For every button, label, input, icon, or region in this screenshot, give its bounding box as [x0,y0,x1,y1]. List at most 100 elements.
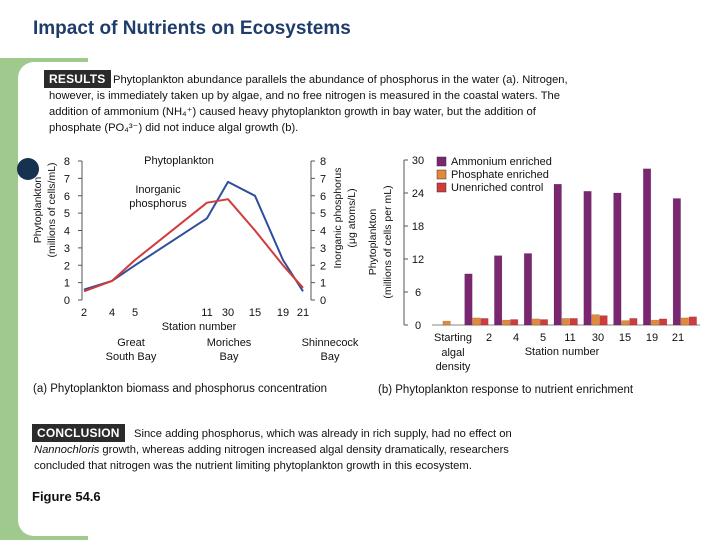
x-tick-label-line3: density [436,361,471,373]
y-tick-label: 18 [412,221,424,233]
location-label-line2: South Bay [106,351,157,363]
x-tick-label: 21 [672,332,684,344]
unenriched-bar [569,318,578,326]
location-label-line2: Bay [220,351,239,363]
right-tick-label: 4 [320,226,326,238]
ammonium-bar [523,253,532,326]
right-tick-label: 6 [320,191,326,203]
x-axis-title: Station number [525,346,600,358]
location-label-line1: Shinnecock [302,337,359,349]
x-tick-label: 15 [249,307,261,319]
page-title: Impact of Nutrients on Ecosystems [33,18,351,39]
phytoplankton-series-label: Phytoplankton [144,155,214,167]
x-tick-label: 2 [486,332,492,344]
x-tick-label: 21 [297,307,309,319]
results-line-2: however, is immediately taken up by alga… [49,90,560,102]
x-tick-label: 19 [646,332,658,344]
phytoplankton-line [83,180,304,292]
x-tick-label: 30 [592,332,604,344]
y-tick-label: 30 [412,155,424,167]
right-axis-title-line2: (μg atoms/L) [346,188,358,247]
y-tick-label: 24 [412,188,424,200]
phosphorus-line [83,198,304,293]
ammonium-bar [643,168,652,326]
phosphate-bar [651,319,660,326]
ammonium-bar [613,192,622,326]
unenriched-bar [688,316,697,326]
y-axis-title-line2: (millions of cells per mL) [382,185,394,298]
left-tick-label: 6 [64,191,70,203]
x-tick-label: 30 [222,307,234,319]
results-tag: RESULTS [44,70,111,88]
x-tick-label: 5 [132,307,138,319]
x-tick-label: 15 [619,332,631,344]
right-tick-label: 5 [320,208,326,220]
conclusion-line-2: Nannochloris growth, whereas adding nitr… [34,444,509,456]
unenriched-bar [629,318,638,326]
phosphate-bar [442,320,451,326]
phosphate-bar [531,318,540,326]
unenriched-bar [510,319,519,326]
legend-label: Ammonium enriched [451,156,552,168]
left-tick-label: 1 [64,278,70,290]
y-tick-label: 0 [415,320,421,332]
right-axis-title-line1: Inorganic phosphorus [332,168,344,269]
phosphate-bar [591,314,600,326]
species-name: Nannochloris [34,444,100,456]
left-axis-title-line1: Phytoplankton [32,177,44,244]
right-tick-label: 7 [320,173,326,185]
results-line-3: addition of ammonium (NH₄⁺) caused heavy… [49,106,536,118]
ammonium-bar [494,255,503,326]
unenriched-bar [599,315,608,326]
conclusion-line-3: concluded that nitrogen was the nutrient… [34,460,472,472]
conclusion-line-1: Since adding phosphorus, which was alrea… [134,428,512,440]
unenriched-bar [659,318,668,326]
phosphorus-series-label-line1: Inorganic [135,184,181,196]
right-tick-label: 0 [320,295,326,307]
location-label-line1: Moriches [207,337,252,349]
x-tick-label: 2 [81,307,87,319]
left-tick-label: 4 [64,226,70,238]
phosphate-bar [502,319,511,326]
location-label-line1: Great [117,337,145,349]
x-axis-title: Station number [162,321,237,333]
ammonium-bar [553,183,562,326]
phosphate-bar [472,317,481,326]
conclusion-paragraph: Since adding phosphorus, which was alrea… [34,426,554,474]
left-tick-label: 7 [64,173,70,185]
phosphorus-series-label-line2: phosphorus [129,198,187,210]
left-tick-label: 8 [64,156,70,168]
x-tick-label: 5 [540,332,546,344]
legend-swatch [436,156,447,167]
legend-swatch [436,169,447,180]
right-tick-label: 3 [320,243,326,255]
unenriched-bar [539,319,548,326]
top-band [0,0,720,58]
results-line-1: Phytoplankton abundance parallels the ab… [113,74,568,86]
results-line-4: phosphate (PO₄³⁻) did not induce algal g… [49,122,299,134]
left-axis-title-line2: (millions of cells/mL) [46,162,58,257]
left-tick-label: 3 [64,243,70,255]
phosphate-bar [621,320,630,326]
legend-label: Phosphate enriched [451,169,549,181]
ammonium-bar [583,191,592,326]
location-label-line2: Bay [321,351,340,363]
x-tick-label: 19 [277,307,289,319]
x-tick-label: 11 [201,307,212,319]
right-tick-label: 2 [320,260,326,272]
bullet-circle [17,158,39,180]
y-axis-title-line1: Phytoplankton [367,209,379,276]
x-tick-label: 4 [513,332,519,344]
ammonium-bar [464,273,473,326]
legend-swatch [436,182,447,193]
right-tick-label: 8 [320,156,326,168]
x-tick-label: 4 [109,307,115,319]
ammonium-bar [672,198,681,326]
legend-label: Unenriched control [451,182,543,194]
phosphate-bar [680,317,689,326]
unenriched-bar [480,318,489,326]
left-tick-label: 2 [64,260,70,272]
